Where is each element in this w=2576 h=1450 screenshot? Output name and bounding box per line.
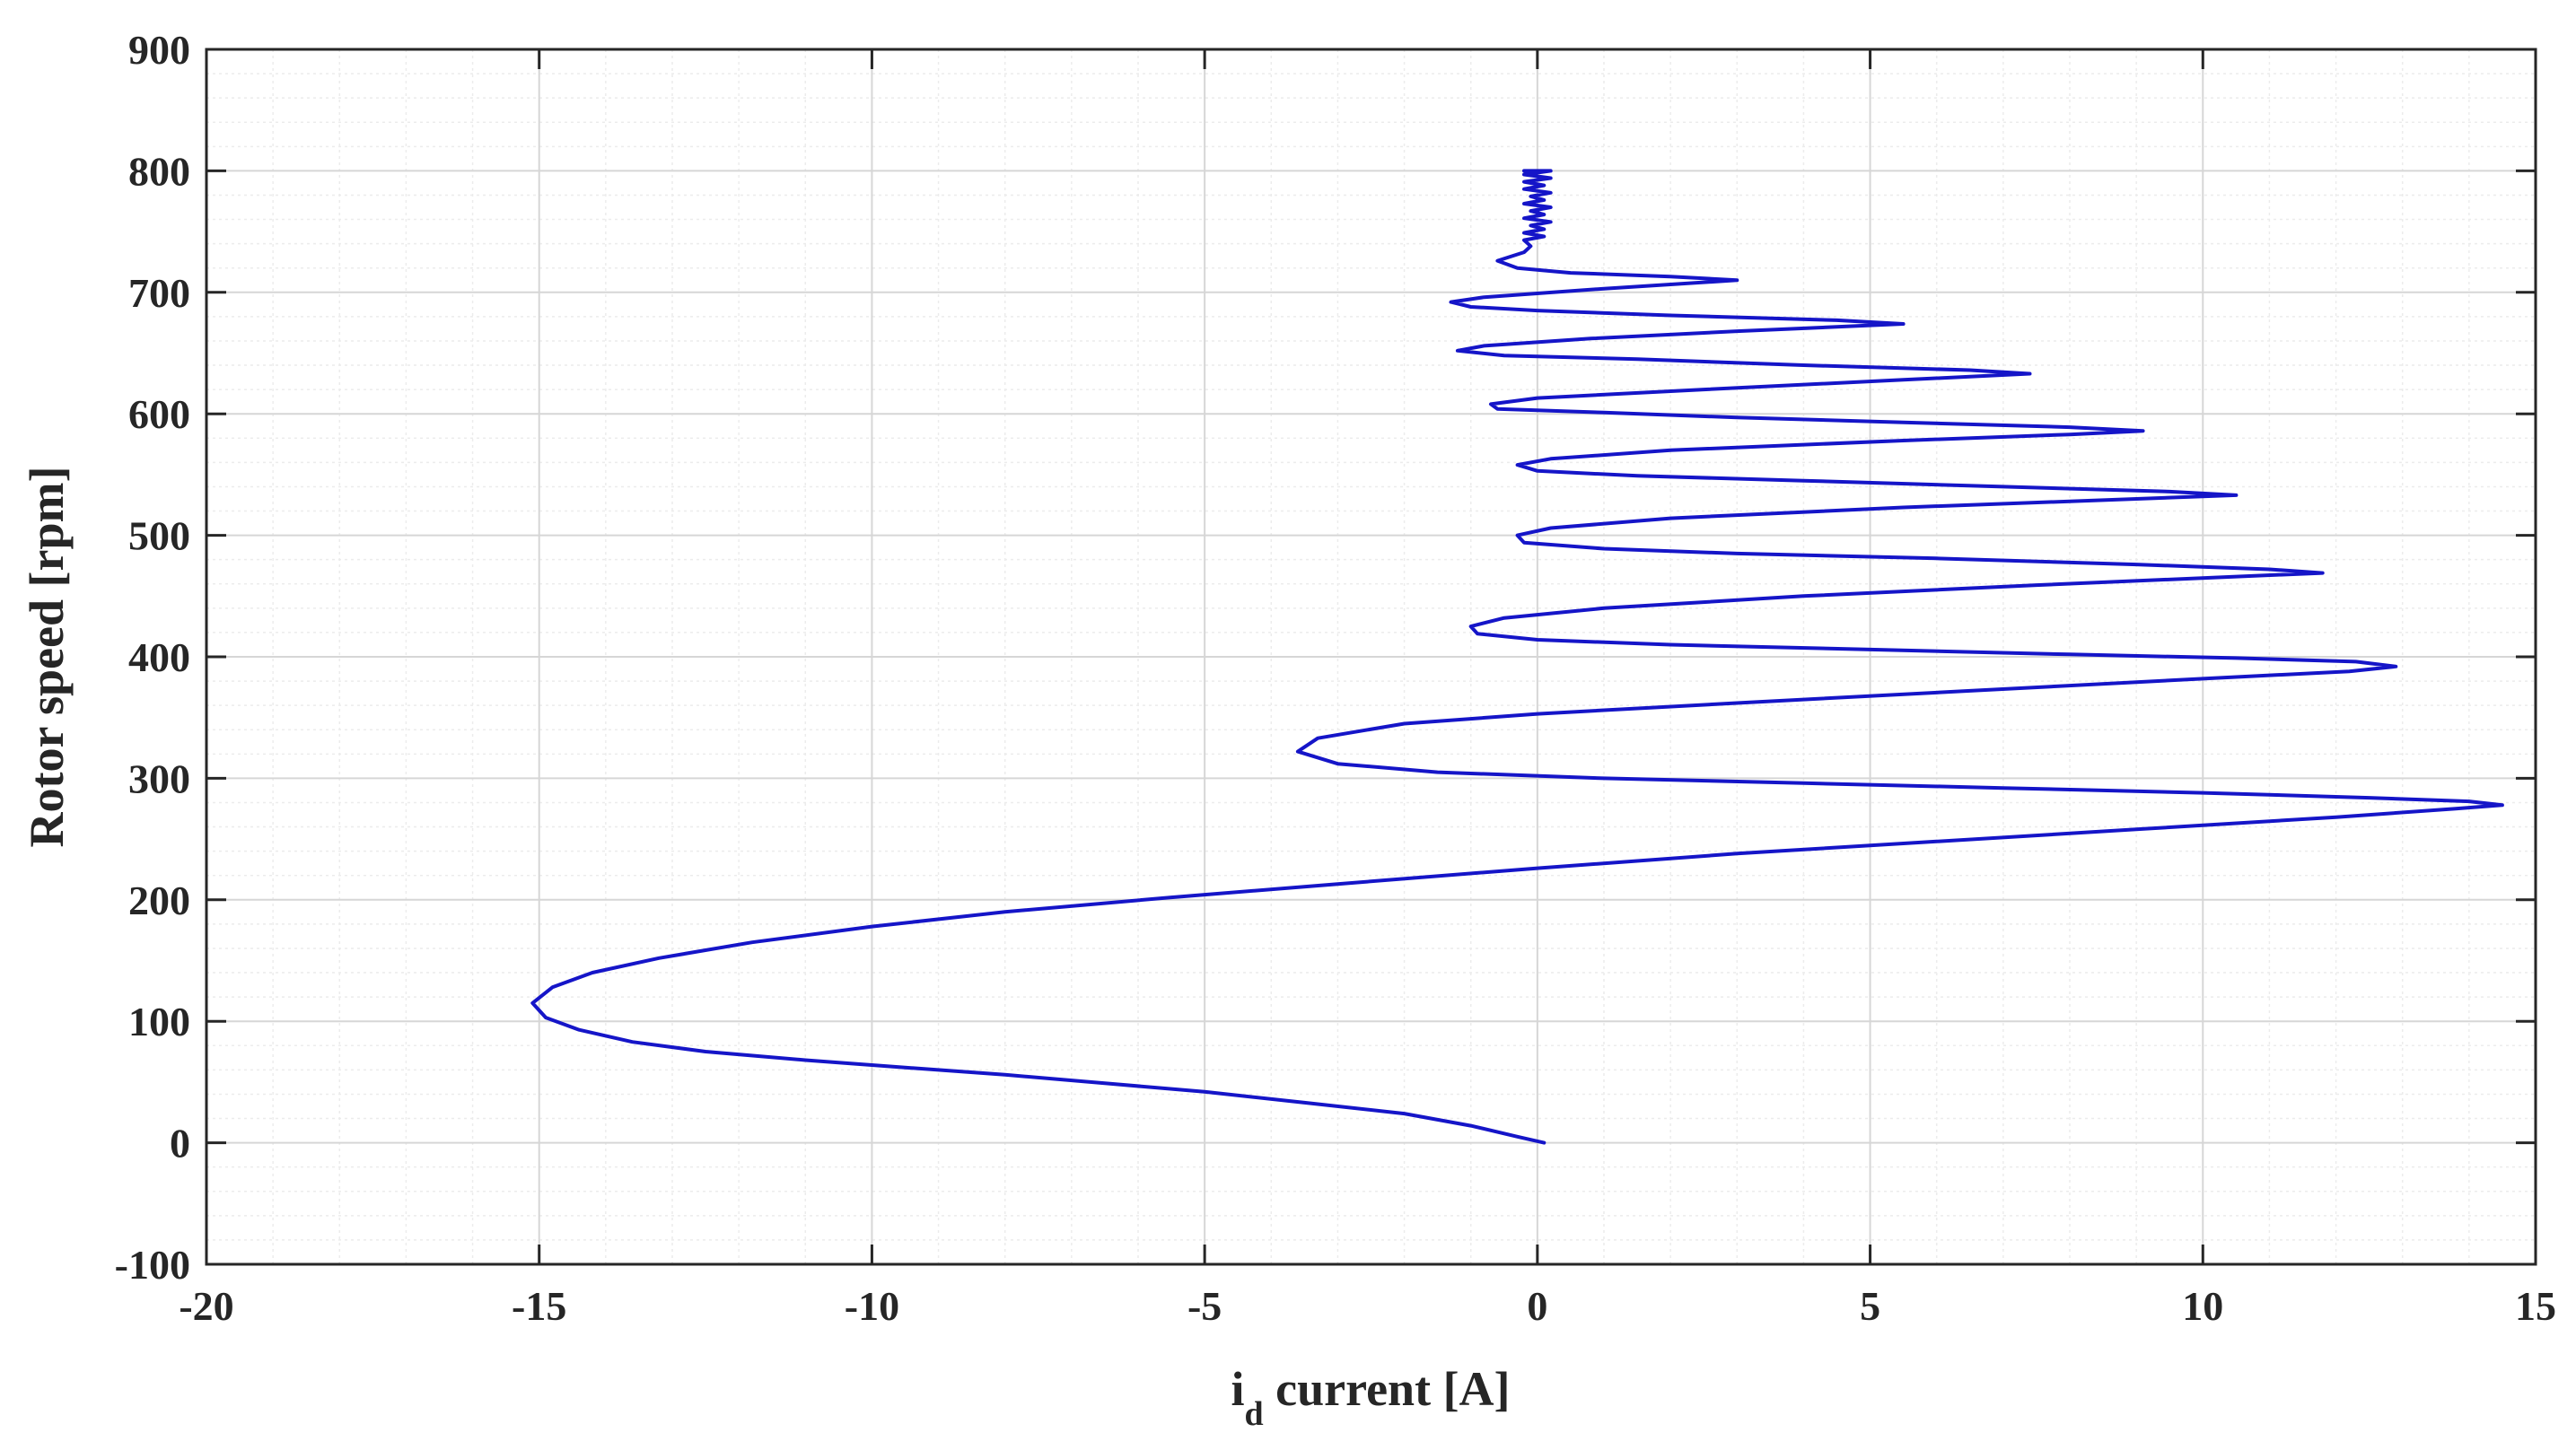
x-tick-labels: -20 -15 -10 -5 0 5 10 15 — [179, 1283, 2556, 1329]
y-tick-label: 300 — [128, 756, 190, 801]
x-axis-title: id current [A] — [1231, 1362, 1510, 1433]
x-axis-title-subscript: d — [1244, 1395, 1263, 1433]
x-tick-label: 5 — [1860, 1283, 1880, 1329]
y-tick-label: 200 — [128, 878, 190, 923]
series-line — [530, 169, 2504, 1145]
x-axis-title-main: i — [1231, 1362, 1244, 1416]
x-tick-label: -10 — [845, 1283, 899, 1329]
y-tick-label: 600 — [128, 391, 190, 437]
y-axis-title: Rotor speed [rpm] — [20, 467, 74, 848]
x-tick-label: -20 — [179, 1283, 233, 1329]
x-tick-label: 15 — [2515, 1283, 2556, 1329]
x-tick-label: 0 — [1527, 1283, 1547, 1329]
y-tick-label: 400 — [128, 634, 190, 680]
y-tick-label: 900 — [128, 27, 190, 73]
y-tick-label: 800 — [128, 148, 190, 194]
y-tick-label: 700 — [128, 270, 190, 316]
minor-grid — [206, 49, 2536, 1264]
y-tick-label: -100 — [115, 1242, 190, 1288]
tick-marks — [205, 48, 2537, 1266]
y-tick-label: 100 — [128, 999, 190, 1044]
x-tick-label: 10 — [2182, 1283, 2223, 1329]
x-tick-label: -15 — [512, 1283, 566, 1329]
y-tick-label: 0 — [170, 1121, 190, 1166]
x-tick-label: -5 — [1187, 1283, 1222, 1329]
x-axis-title-rest: current [A] — [1264, 1362, 1511, 1416]
y-tick-labels: -100 0 100 200 300 400 500 600 700 800 900 — [115, 27, 190, 1288]
major-grid — [206, 48, 2537, 1265]
series-layer — [530, 169, 2504, 1145]
y-tick-label: 500 — [128, 513, 190, 559]
